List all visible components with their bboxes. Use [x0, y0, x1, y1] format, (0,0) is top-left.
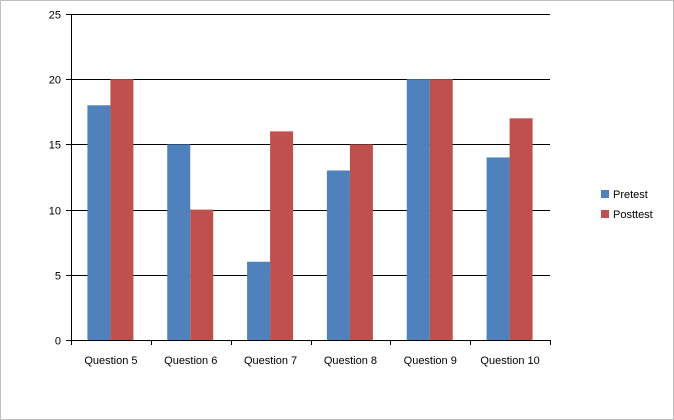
x-tick-label: Question 8 — [324, 355, 377, 367]
y-tick-label: 25 — [49, 10, 61, 22]
y-tick-labels: 0 5 10 15 20 25 — [49, 10, 61, 348]
x-tick-label: Question 7 — [244, 355, 297, 367]
y-tick-label: 15 — [49, 140, 61, 152]
axes — [66, 14, 551, 345]
y-tick-label: 10 — [49, 206, 61, 218]
x-tick-labels: Question 5 Question 6 Question 7 Question 8… — [84, 355, 539, 367]
bar-posttest-question-10 — [509, 118, 533, 340]
bar-pretest-question-10 — [486, 157, 510, 340]
y-tick-label: 20 — [49, 75, 61, 87]
bar-posttest-question-5 — [110, 79, 134, 340]
legend-swatch-posttest — [601, 210, 609, 218]
bar-pretest-question-5 — [87, 105, 111, 340]
x-tick-label: Question 5 — [84, 355, 137, 367]
legend: Pretest Posttest — [601, 189, 653, 221]
bar-pretest-question-7 — [247, 261, 271, 340]
bar-posttest-question-6 — [190, 209, 214, 340]
x-tick-label: Question 10 — [480, 355, 539, 367]
legend-label-posttest: Posttest — [613, 209, 653, 221]
gridlines — [71, 14, 550, 276]
bar-posttest-question-7 — [270, 131, 294, 340]
bar-posttest-question-8 — [349, 144, 373, 340]
bar-posttest-question-9 — [429, 79, 453, 340]
bars — [87, 79, 533, 340]
y-tick-label: 0 — [55, 336, 61, 348]
x-tick-label: Question 6 — [164, 355, 217, 367]
y-tick-label: 5 — [55, 271, 61, 283]
legend-swatch-pretest — [601, 190, 609, 198]
bar-pretest-question-6 — [167, 144, 191, 340]
legend-label-pretest: Pretest — [613, 189, 648, 201]
x-tick-label: Question 9 — [404, 355, 457, 367]
bar-pretest-question-9 — [406, 79, 430, 340]
bar-pretest-question-8 — [326, 170, 350, 340]
